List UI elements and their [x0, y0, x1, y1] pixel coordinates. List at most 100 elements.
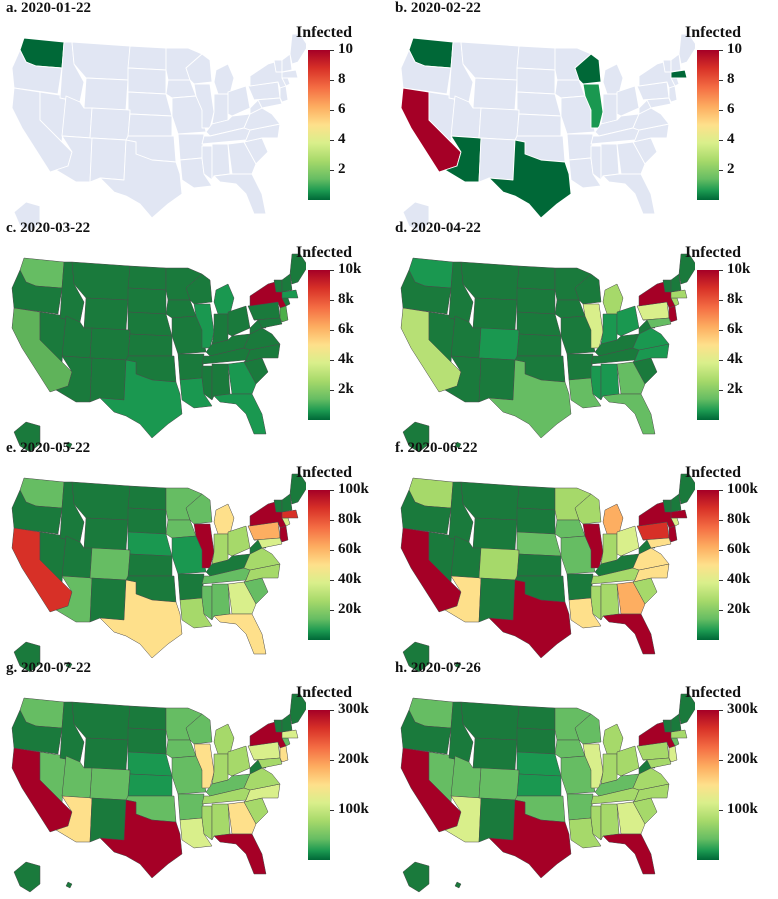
state-il: [582, 743, 604, 789]
state-in: [211, 753, 229, 785]
state-nv: [39, 91, 67, 143]
colorbar-tick-mark: [719, 300, 723, 301]
colorbar-title: Infected: [296, 24, 352, 41]
state-il: [582, 523, 604, 569]
colorbar-tick-mark: [719, 140, 723, 141]
colorbar-title: Infected: [685, 464, 741, 481]
state-me: [678, 693, 695, 725]
colorbar: [308, 710, 330, 860]
state-or: [400, 49, 452, 95]
colorbar-tick-label: 200k: [338, 751, 369, 767]
state-wv: [249, 759, 267, 775]
state-fl: [602, 393, 656, 435]
state-nd: [516, 265, 556, 291]
state-ks: [127, 773, 173, 797]
state-ks: [516, 773, 562, 797]
state-mt: [71, 261, 131, 301]
colorbar: [308, 490, 330, 640]
state-tx: [488, 799, 572, 879]
colorbar: [697, 710, 719, 860]
state-mi: [213, 723, 235, 755]
state-wv: [638, 759, 656, 775]
state-nm: [478, 797, 516, 843]
state-me: [289, 473, 306, 505]
state-wi: [574, 713, 602, 745]
state-ms: [201, 805, 213, 841]
state-nh: [670, 713, 682, 733]
state-wy: [83, 517, 129, 551]
colorbar: [697, 270, 719, 420]
state-nd: [127, 45, 167, 71]
state-mt: [460, 701, 520, 741]
state-wy: [472, 517, 518, 551]
panel-label: c. 2020-03-22: [6, 220, 91, 236]
colorbar-tick-mark: [719, 580, 723, 581]
state-me: [678, 33, 695, 65]
state-md: [253, 537, 283, 549]
state-ak: [402, 641, 430, 673]
colorbar-tick-mark: [719, 550, 723, 551]
colorbar-tick-mark: [330, 490, 334, 491]
state-hi: [65, 881, 73, 889]
state-ks: [127, 553, 173, 577]
state-or: [11, 489, 63, 535]
map-panel-d: d. 2020-04-22 Infected 10k 8k 6k 4k 2k: [389, 220, 778, 453]
state-nd: [516, 705, 556, 731]
colorbar-title: Infected: [685, 684, 741, 701]
state-md: [253, 757, 283, 769]
state-mt: [71, 701, 131, 741]
state-nj: [668, 85, 678, 103]
colorbar-tick-label: 8: [338, 71, 346, 87]
state-ks: [127, 333, 173, 357]
state-mt: [460, 261, 520, 301]
state-or: [11, 269, 63, 315]
state-ia: [554, 299, 586, 319]
colorbar: [308, 50, 330, 200]
state-in: [600, 93, 618, 125]
state-nj: [279, 85, 289, 103]
colorbar-tick-label: 60k: [338, 541, 362, 557]
state-fl: [602, 833, 656, 875]
colorbar-tick-label: 60k: [727, 541, 751, 557]
colorbar-tick-mark: [330, 330, 334, 331]
colorbar-tick-label: 20k: [727, 601, 751, 617]
colorbar-tick-mark: [330, 580, 334, 581]
colorbar-tick-mark: [330, 520, 334, 521]
colorbar-tick-mark: [330, 390, 334, 391]
state-nv: [39, 311, 67, 363]
state-co: [478, 547, 520, 581]
state-wv: [638, 319, 656, 335]
colorbar-tick-label: 4k: [727, 351, 743, 367]
state-nh: [670, 493, 682, 513]
panel-label: d. 2020-04-22: [395, 220, 481, 236]
state-ms: [590, 145, 602, 181]
colorbar-tick-label: 8: [727, 71, 735, 87]
state-il: [582, 303, 604, 349]
us-state-map: [11, 33, 306, 233]
state-hi: [65, 441, 73, 449]
state-or: [11, 709, 63, 755]
state-ms: [590, 585, 602, 621]
state-nj: [279, 525, 289, 543]
colorbar-title: Infected: [296, 244, 352, 261]
state-wy: [83, 77, 129, 111]
state-wv: [638, 539, 656, 555]
state-ak: [13, 201, 41, 233]
state-tx: [99, 359, 183, 439]
state-co: [89, 327, 131, 361]
colorbar-tick-mark: [330, 270, 334, 271]
colorbar-tick-mark: [719, 520, 723, 521]
state-hi: [454, 661, 462, 669]
state-co: [478, 327, 520, 361]
panel-label: e. 2020-05-22: [6, 440, 91, 456]
state-sd: [127, 507, 167, 535]
state-me: [678, 473, 695, 505]
state-nv: [428, 311, 456, 363]
state-ak: [13, 421, 41, 453]
state-nd: [127, 485, 167, 511]
state-nd: [127, 705, 167, 731]
state-nv: [39, 531, 67, 583]
state-or: [400, 709, 452, 755]
state-ne: [127, 531, 173, 557]
panel-label: b. 2020-02-22: [395, 0, 481, 16]
